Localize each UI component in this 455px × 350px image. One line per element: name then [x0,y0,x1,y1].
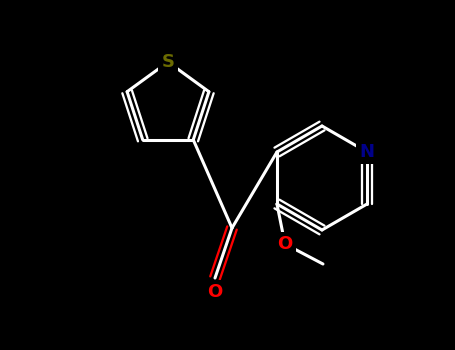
Text: S: S [162,53,175,71]
Text: N: N [359,143,374,161]
Text: O: O [207,283,222,301]
Text: O: O [278,235,293,253]
